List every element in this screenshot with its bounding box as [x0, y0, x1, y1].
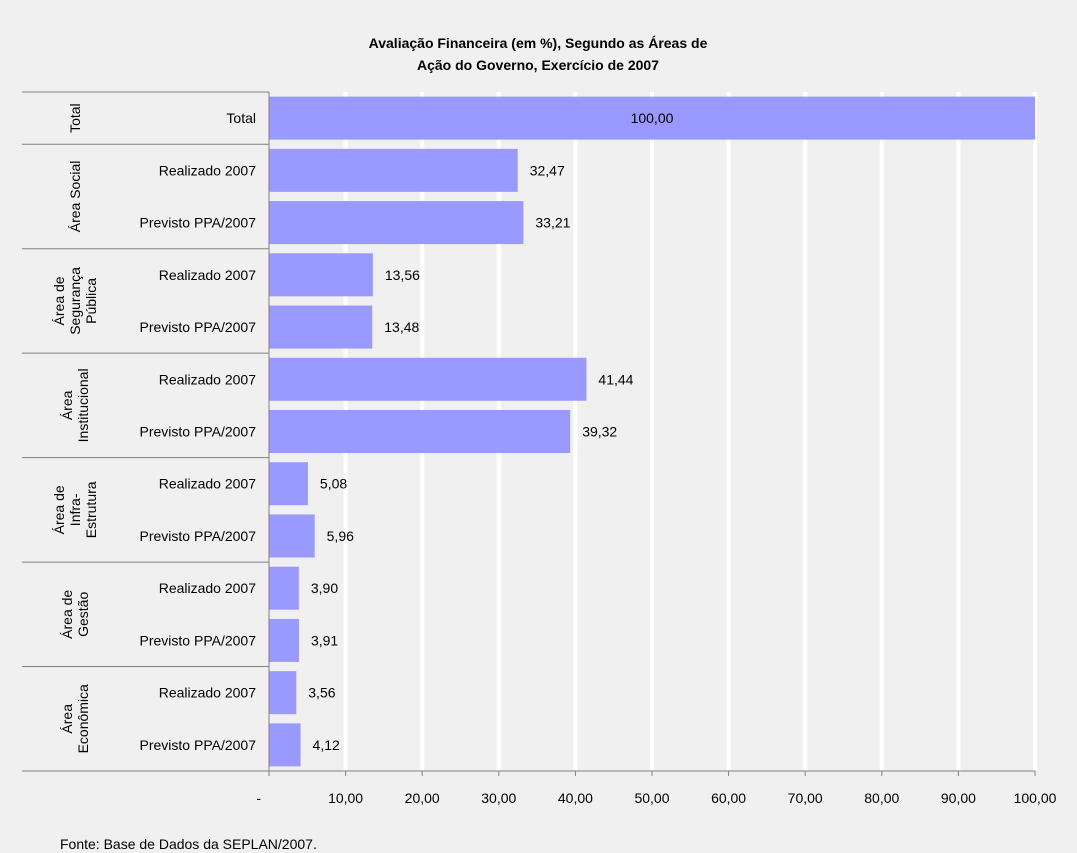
group-label: Econômica [75, 684, 91, 753]
x-tick-label: 40,00 [558, 790, 593, 806]
chart-title-line: Avaliação Financeira (em %), Segundo as … [369, 35, 708, 51]
group-label: Pública [83, 278, 99, 324]
source-note: Fonte: Base de Dados da SEPLAN/2007. [60, 836, 317, 852]
bar [269, 462, 308, 506]
data-label: 41,44 [598, 371, 633, 387]
bar [269, 723, 301, 767]
group-label: Gestão [75, 592, 91, 637]
x-tick-label: 10,00 [328, 790, 363, 806]
group-label: Área de [51, 276, 67, 325]
category-label: Realizado 2007 [159, 267, 257, 283]
data-label: 13,56 [385, 267, 420, 283]
x-tick-label: 70,00 [788, 790, 823, 806]
category-label: Realizado 2007 [159, 162, 257, 178]
data-label: 100,00 [631, 110, 674, 126]
category-label: Realizado 2007 [159, 580, 257, 596]
group-label: Segurança [67, 267, 83, 335]
data-label: 4,12 [313, 737, 340, 753]
category-label: Previsto PPA/2007 [140, 528, 257, 544]
group-label: Área de [59, 590, 75, 639]
group-label: Infra- [67, 493, 83, 526]
bar [269, 201, 524, 245]
data-label: 33,21 [535, 215, 570, 231]
category-label: Total [226, 110, 256, 126]
category-label: Realizado 2007 [159, 371, 257, 387]
category-label: Realizado 2007 [159, 476, 257, 492]
category-label: Realizado 2007 [159, 685, 257, 701]
data-label: 3,56 [308, 685, 335, 701]
x-tick-label: 50,00 [634, 790, 669, 806]
data-label: 39,32 [582, 424, 617, 440]
chart-title-line: Ação do Governo, Exercício de 2007 [417, 57, 659, 73]
data-label: 5,08 [320, 476, 347, 492]
x-tick-label: 100,00 [1014, 790, 1057, 806]
group-label: Área [59, 704, 75, 734]
data-label: 5,96 [327, 528, 354, 544]
category-label: Previsto PPA/2007 [140, 632, 257, 648]
data-label: 32,47 [530, 162, 565, 178]
category-label: Previsto PPA/2007 [140, 737, 257, 753]
data-label: 3,90 [311, 580, 338, 596]
group-label: Total [67, 103, 83, 133]
bar [269, 253, 373, 297]
group-label: Área [59, 390, 75, 420]
bar [269, 148, 518, 192]
bar [269, 671, 297, 715]
bar [269, 566, 299, 610]
x-tick-label: 60,00 [711, 790, 746, 806]
bar [269, 410, 571, 453]
bar [269, 618, 299, 662]
bar [269, 305, 373, 349]
bar [269, 357, 587, 401]
group-label: Institucional [75, 368, 91, 442]
x-tick-label: 80,00 [864, 790, 899, 806]
category-label: Previsto PPA/2007 [140, 319, 257, 335]
x-tick-label: 20,00 [405, 790, 440, 806]
data-label: 3,91 [311, 632, 338, 648]
bar [269, 514, 315, 558]
category-label: Previsto PPA/2007 [140, 215, 257, 231]
x-tick-label: 30,00 [481, 790, 516, 806]
x-tick-label: - [256, 790, 261, 806]
x-tick-label: 90,00 [941, 790, 976, 806]
data-label: 13,48 [384, 319, 419, 335]
bar [269, 96, 1035, 140]
group-label: Área de [51, 485, 67, 534]
category-label: Previsto PPA/2007 [140, 424, 257, 440]
group-label: Área Social [67, 161, 83, 233]
group-label: Estrutura [83, 481, 99, 538]
